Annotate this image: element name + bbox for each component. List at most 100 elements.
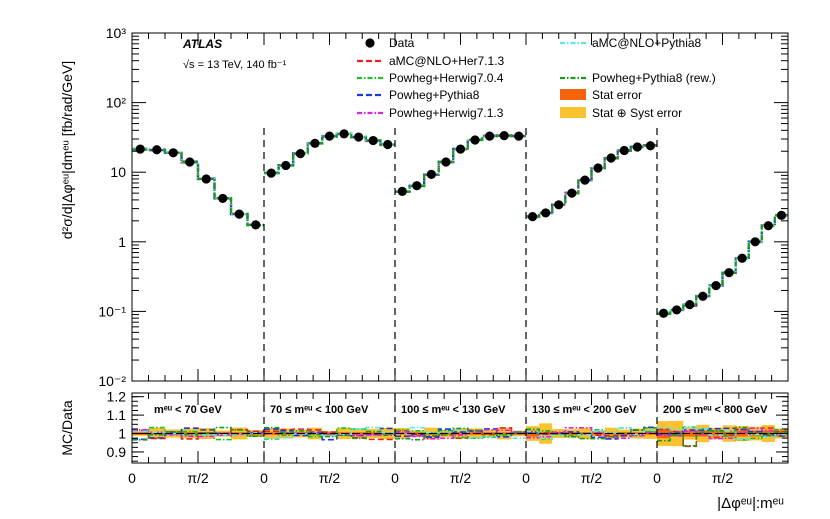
data-point bbox=[201, 174, 211, 184]
data-point bbox=[310, 138, 320, 148]
energy-lumi-label: √s = 13 TeV, 140 fb⁻¹ bbox=[183, 59, 287, 71]
legend-label: Powheg+Herwig7.1.3 bbox=[389, 106, 504, 120]
data-point bbox=[606, 153, 616, 163]
region-label: 70 ≤ mᵉᵘ < 100 GeV bbox=[270, 404, 369, 416]
mc-ratio-powheg-pythia8 bbox=[395, 428, 526, 438]
mc-ratio-amc-nlo-pythia8 bbox=[657, 426, 788, 440]
mc-line-powheg-pythia8-rew- bbox=[132, 148, 264, 227]
legend-label: Stat ⊕ Syst error bbox=[592, 106, 682, 120]
mc-ratio-amc-nlo-her7-1-3 bbox=[264, 428, 395, 441]
ratio-y-tick-label: 0.9 bbox=[107, 444, 127, 460]
x-tick-label: π/2 bbox=[187, 470, 209, 486]
data-point bbox=[324, 131, 335, 141]
ratio-y-tick-label: 1.2 bbox=[107, 389, 127, 405]
legend-label: Powheg+Herwig7.0.4 bbox=[389, 71, 504, 85]
stat-band-bin bbox=[365, 432, 381, 435]
data-point bbox=[750, 237, 760, 247]
ratio-y-tick-label: 1.1 bbox=[107, 407, 127, 423]
stat-band-bin bbox=[552, 432, 566, 435]
region-label: 200 ≤ mᵉᵘ < 800 GeV bbox=[663, 404, 768, 416]
data-point bbox=[554, 200, 564, 210]
mc-ratio-powheg-pythia8 bbox=[657, 427, 788, 437]
mc-ratio-powheg-herwig7-1-3 bbox=[264, 432, 395, 437]
data-point bbox=[737, 253, 747, 263]
data-point bbox=[281, 160, 291, 171]
mc-ratio-powheg-pythia8-rew- bbox=[526, 427, 657, 440]
x-tick-label: 0 bbox=[653, 470, 661, 486]
x-tick-label: π/2 bbox=[581, 470, 603, 486]
y-axis-title-top: d²σ/d|Δφᵉᵘ|dmᵉᵘ [fb/rad/GeV] bbox=[59, 61, 75, 239]
legend-label: aMC@NLO+Pythia8 bbox=[592, 36, 702, 50]
data-point bbox=[412, 181, 422, 191]
data-point bbox=[185, 157, 195, 167]
legend-box bbox=[560, 107, 586, 118]
legend-label: Powheg+Pythia8 (rew.) bbox=[592, 71, 716, 85]
mc-line-powheg-herwig7-1-3 bbox=[526, 144, 657, 219]
data-point bbox=[632, 142, 642, 152]
data-point bbox=[368, 135, 378, 146]
legend-label: Data bbox=[389, 36, 415, 50]
mc-ratio-amc-nlo-pythia8 bbox=[132, 430, 264, 436]
legend-label: Stat error bbox=[592, 88, 642, 102]
data-point bbox=[724, 268, 734, 278]
data-points bbox=[135, 129, 787, 318]
data-point bbox=[266, 168, 276, 178]
data-point bbox=[295, 149, 305, 159]
data-point bbox=[645, 141, 656, 151]
mc-ratio-powheg-pythia8-rew- bbox=[264, 426, 395, 440]
mc-line-powheg-pythia8-rew- bbox=[526, 144, 657, 218]
data-point bbox=[776, 210, 787, 220]
data-point bbox=[251, 220, 261, 230]
mc-line-amc-nlo-pythia8 bbox=[526, 144, 657, 218]
mc-ratio-powheg-herwig7-1-3 bbox=[657, 427, 788, 440]
data-point bbox=[541, 208, 551, 218]
ratio-y-tick-label: 1 bbox=[118, 426, 126, 442]
data-point bbox=[619, 145, 629, 156]
data-point bbox=[672, 305, 682, 315]
x-tick-label: 0 bbox=[522, 470, 530, 486]
legend: Data aMC@NLO+Her7.1.3 Powheg+Herwig7.0.4 Po… bbox=[357, 36, 716, 120]
data-point bbox=[499, 131, 509, 141]
y-tick-label: 10 bbox=[110, 164, 126, 180]
y-tick-label: 10² bbox=[106, 95, 127, 111]
data-point bbox=[470, 135, 480, 145]
data-point bbox=[514, 131, 524, 141]
mc-ratio-powheg-pythia8-rew- bbox=[395, 427, 526, 441]
data-point bbox=[152, 145, 162, 155]
data-point bbox=[441, 157, 451, 167]
y-axis-title-bottom: MC/Data bbox=[59, 400, 75, 455]
data-point bbox=[426, 169, 436, 179]
data-point bbox=[234, 209, 244, 219]
data-point bbox=[218, 193, 228, 204]
data-point bbox=[397, 186, 407, 196]
stat-band-bin bbox=[630, 432, 644, 435]
x-axis-title: |Δφᵉᵘ|:mᵉᵘ bbox=[717, 495, 784, 512]
region-label: mᵉᵘ < 70 GeV bbox=[154, 404, 222, 416]
region-label: 130 ≤ mᵉᵘ < 200 GeV bbox=[532, 404, 637, 416]
data-point bbox=[135, 144, 145, 154]
stat-band-bin bbox=[453, 432, 468, 435]
data-point bbox=[580, 175, 590, 185]
data-point bbox=[354, 132, 364, 142]
data-point bbox=[658, 308, 669, 318]
data-point bbox=[763, 221, 773, 231]
mc-line-powheg-pythia8-rew- bbox=[657, 214, 788, 315]
data-point bbox=[685, 300, 695, 310]
data-point bbox=[711, 280, 721, 291]
mc-ratio-powheg-pythia8 bbox=[132, 427, 264, 441]
data-point bbox=[593, 163, 603, 173]
y-tick-label: 10⁻¹ bbox=[98, 303, 126, 319]
region-dividers bbox=[132, 128, 788, 463]
data-point bbox=[567, 188, 577, 198]
data-point bbox=[383, 139, 393, 150]
x-tick-label: π/2 bbox=[712, 470, 734, 486]
mc-ratio-amc-nlo-pythia8 bbox=[264, 426, 395, 439]
data-point bbox=[527, 212, 538, 222]
x-tick-label: 0 bbox=[260, 470, 268, 486]
mc-ratio-powheg-herwig7-1-3 bbox=[395, 429, 526, 440]
mc-ratio-amc-nlo-her7-1-3 bbox=[395, 427, 526, 440]
x-tick-label: π/2 bbox=[450, 470, 472, 486]
y-tick-label: 10⁻² bbox=[98, 373, 126, 389]
axes: mᵉᵘ < 70 GeV 70 ≤ mᵉᵘ < 100 GeV 100 ≤ mᵉᵘ … bbox=[98, 25, 789, 486]
